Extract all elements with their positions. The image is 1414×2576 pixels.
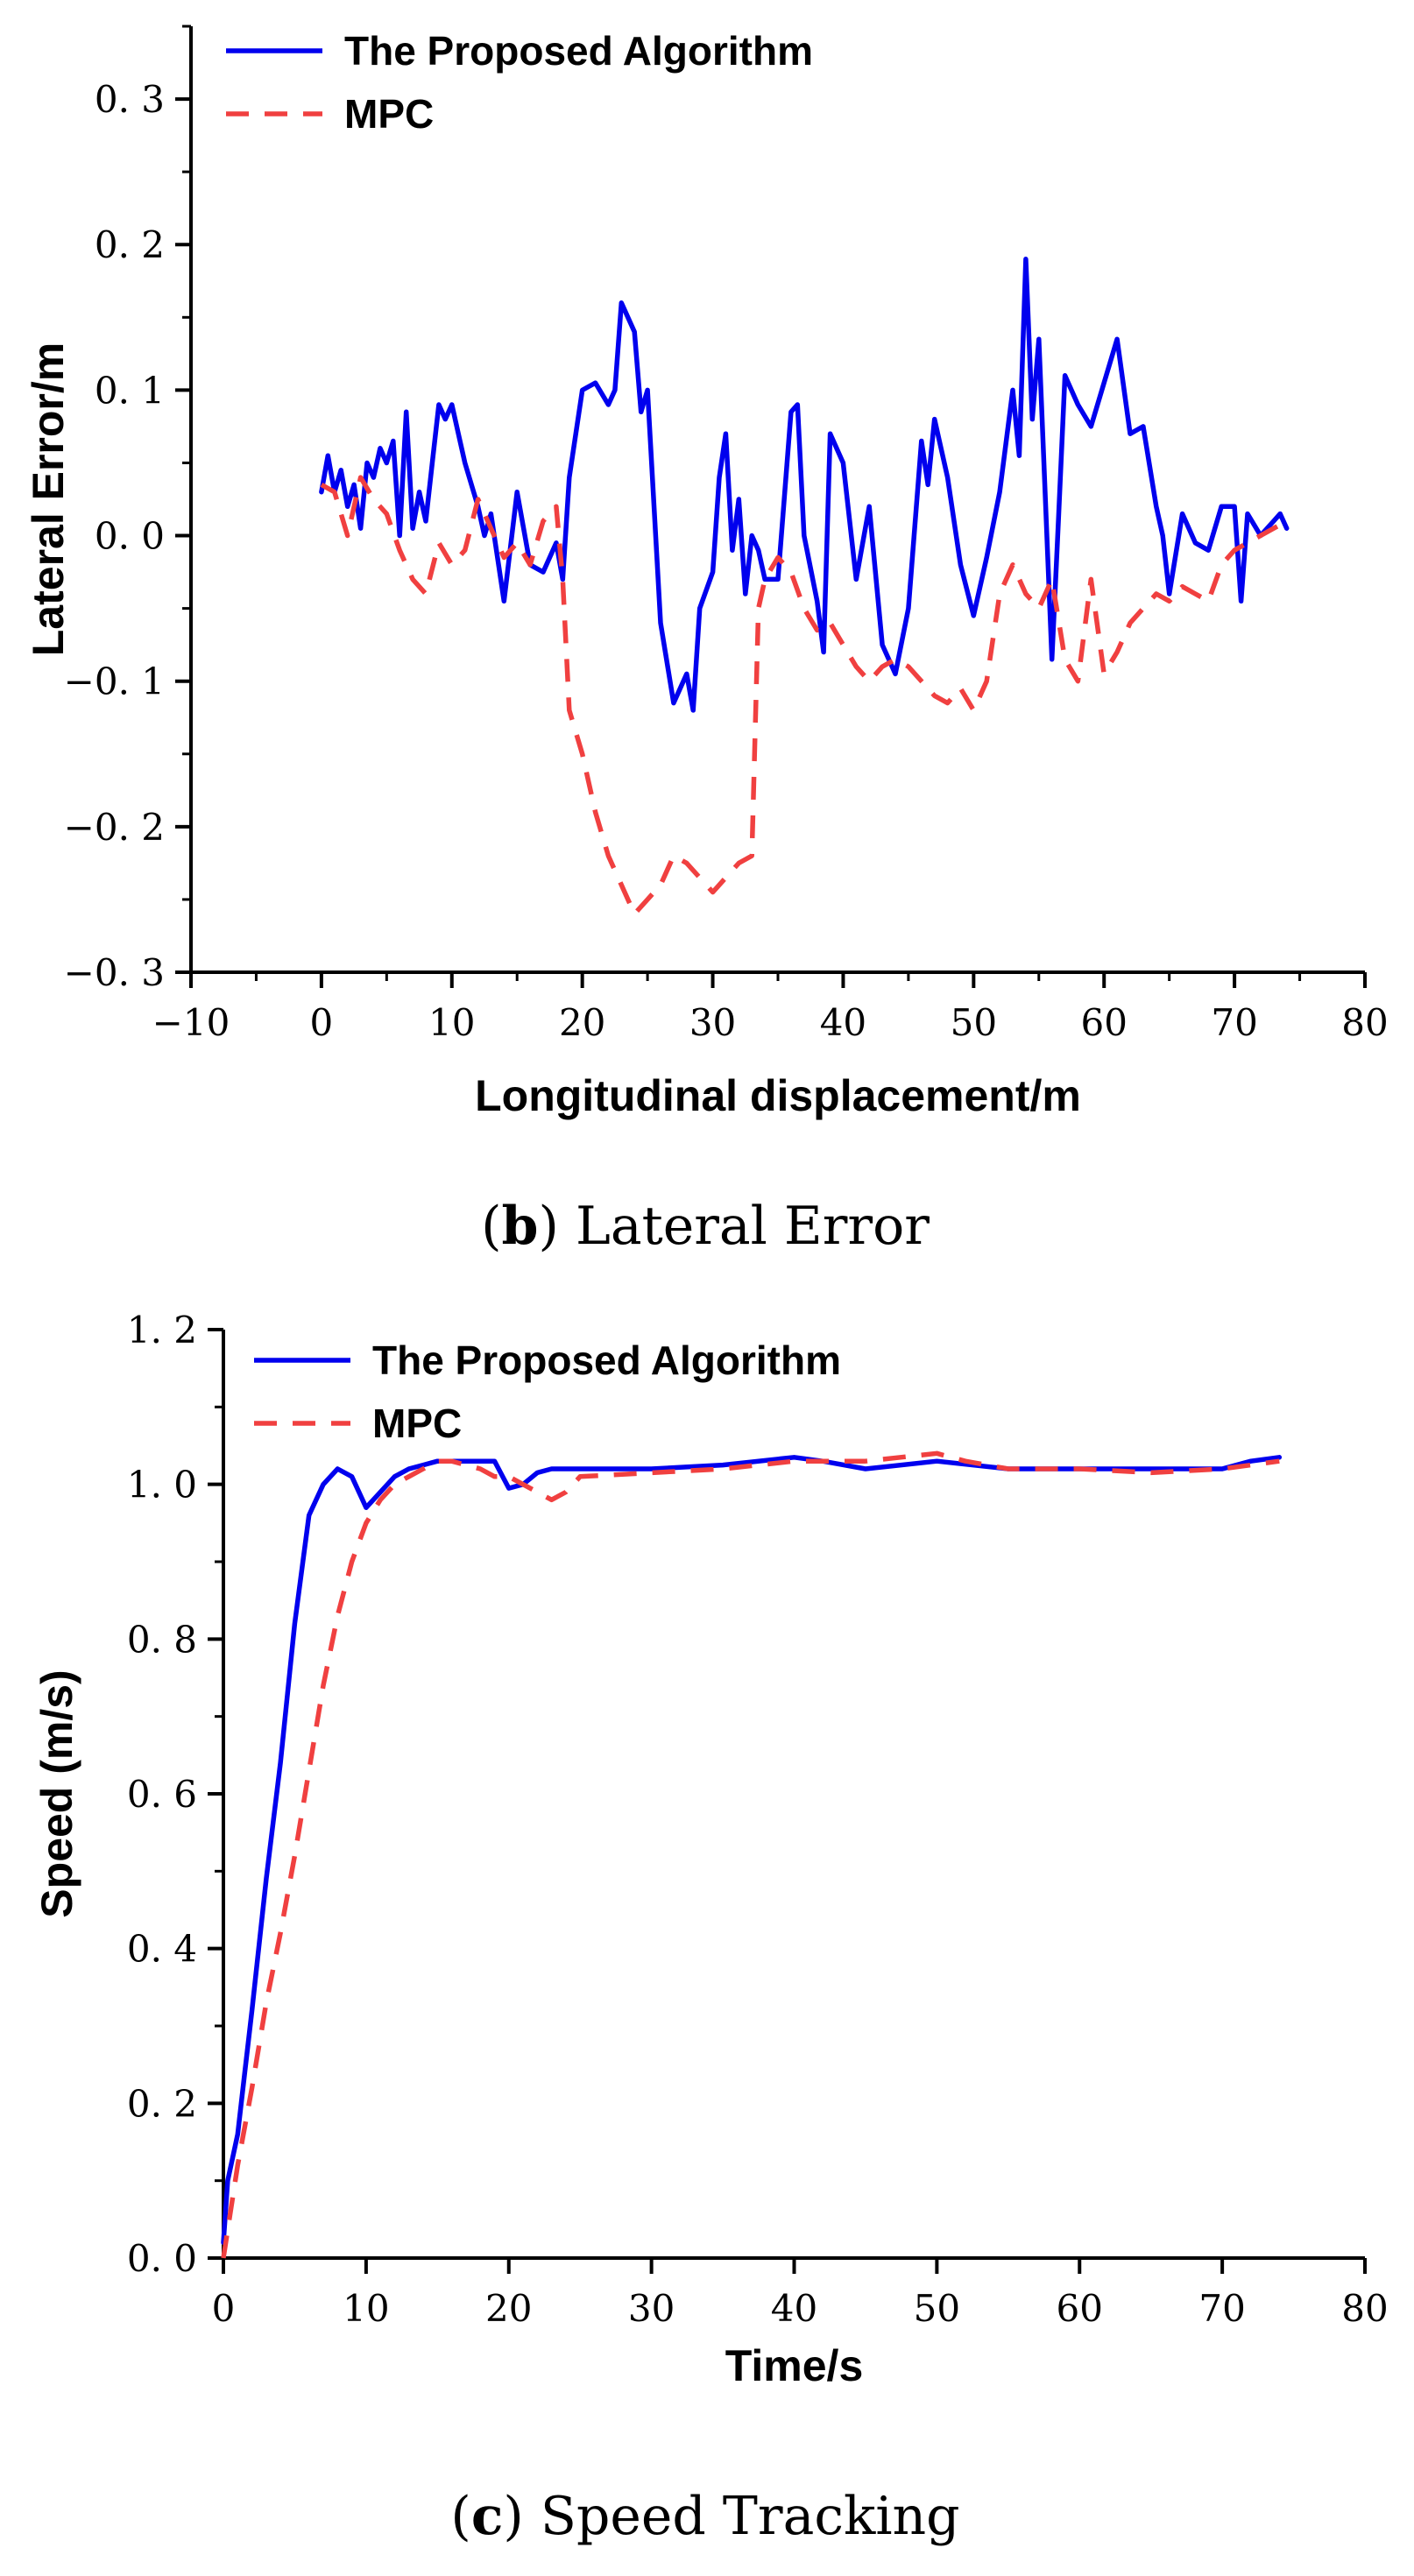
x-tick-label: 70 — [1198, 2287, 1245, 2330]
y-tick-label: 0. 0 — [95, 515, 165, 558]
lateral-error-panel: −10 0 10 20 30 40 50 60 70 80 −0. 3 −0. 2 −0. 1 0. 0 0… — [24, 25, 1389, 1257]
caption-title: Speed Tracking — [541, 2486, 960, 2547]
x-tick-label: −10 — [152, 1001, 230, 1044]
panel-caption: (c) Speed Tracking — [450, 2486, 959, 2547]
y-tick-label: 0. 8 — [127, 1618, 197, 1661]
y-tick-label: 0. 1 — [95, 369, 165, 412]
series-line-mpc — [320, 475, 1289, 917]
x-tick-label: 40 — [771, 2287, 817, 2330]
legend-label-proposed-algorithm: The Proposed Algorithm — [372, 1337, 841, 1383]
x-axis-title: Longitudinal displacement/m — [475, 1071, 1081, 1120]
series-line-mpc — [221, 1450, 1280, 2259]
x-tick-label: 50 — [951, 1001, 997, 1044]
speed-tracking-panel: 0 10 20 30 40 50 60 70 80 0. 0 0. 2 0. 4 0. 6 0. 8 1. … — [32, 1309, 1389, 2547]
x-tick-label: 0 — [212, 2287, 236, 2330]
y-tick-label: 1. 2 — [127, 1309, 197, 1352]
y-tick-label: 0. 3 — [95, 78, 165, 121]
x-tick-label: 20 — [485, 2287, 532, 2330]
y-tick-label: −0. 1 — [64, 660, 165, 703]
y-tick-label: −0. 3 — [64, 951, 165, 994]
x-tick-label: 50 — [914, 2287, 960, 2330]
x-tick-label: 80 — [1341, 1001, 1388, 1044]
x-tick-label: 20 — [559, 1001, 605, 1044]
caption-letter: b — [502, 1196, 539, 1257]
x-tick-label: 60 — [1080, 1001, 1127, 1044]
legend-label-mpc: MPC — [344, 91, 434, 137]
x-tick-label: 40 — [820, 1001, 866, 1044]
x-axis-title: Time/s — [725, 2341, 864, 2390]
series-line-proposed-algorithm — [221, 1455, 1283, 2246]
legend-label-proposed-algorithm: The Proposed Algorithm — [344, 28, 813, 74]
x-tick-label: 30 — [628, 2287, 675, 2330]
panel-caption: (b) Lateral Error — [481, 1196, 930, 1257]
x-tick-label: 10 — [428, 1001, 475, 1044]
y-axis-title: Lateral Error/m — [24, 342, 73, 656]
y-tick-label: 0. 4 — [127, 1928, 197, 1971]
x-tick-label: 30 — [689, 1001, 736, 1044]
y-tick-label: −0. 2 — [64, 806, 165, 849]
y-tick-label: 0. 0 — [127, 2237, 197, 2280]
x-tick-label: 60 — [1057, 2287, 1103, 2330]
y-axis-title: Speed (m/s) — [32, 1669, 81, 1917]
x-tick-label: 70 — [1211, 1001, 1257, 1044]
caption-title: Lateral Error — [576, 1196, 930, 1257]
y-tick-label: 0. 6 — [127, 1773, 197, 1816]
x-tick-label: 0 — [310, 1001, 334, 1044]
legend-label-mpc: MPC — [372, 1401, 462, 1446]
caption-letter: c — [471, 2486, 504, 2547]
x-tick-label: 10 — [343, 2287, 389, 2330]
y-tick-label: 0. 2 — [127, 2082, 197, 2125]
y-tick-label: 1. 0 — [127, 1464, 197, 1507]
y-tick-label: 0. 2 — [95, 223, 165, 266]
series-line-proposed-algorithm — [319, 257, 1290, 713]
x-tick-label: 80 — [1341, 2287, 1388, 2330]
